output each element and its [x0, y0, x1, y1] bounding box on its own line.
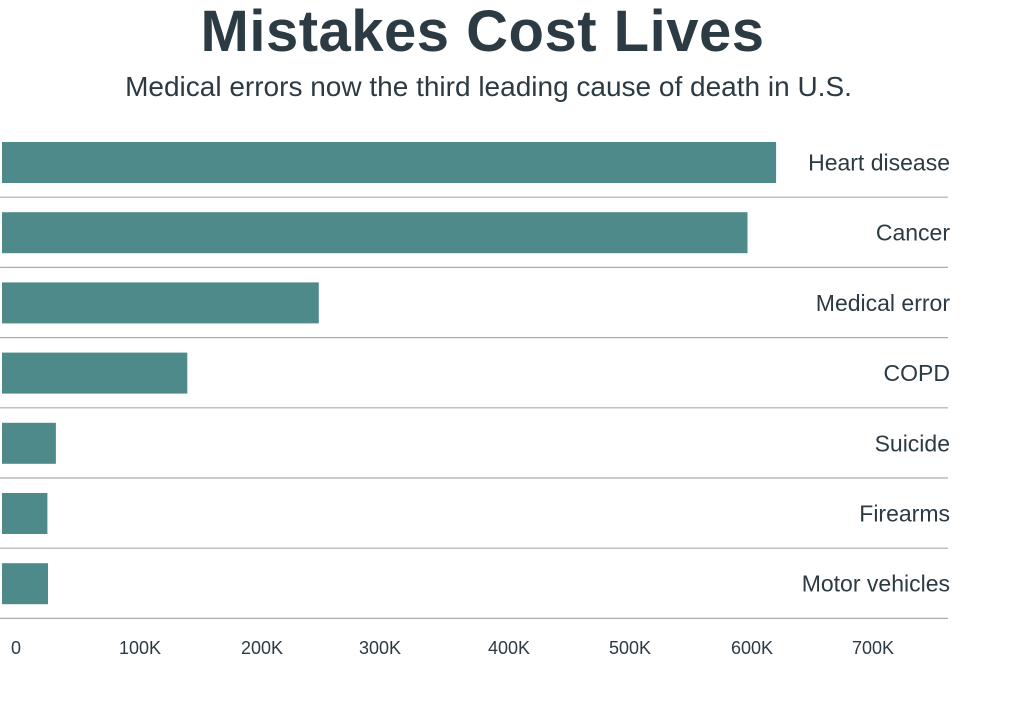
bar-motor-vehicles	[2, 563, 48, 605]
x-tick-label: 600K	[731, 638, 773, 658]
category-label: Heart disease	[808, 150, 950, 176]
bar-heart-disease	[2, 142, 777, 183]
x-tick-label: 200K	[241, 638, 283, 658]
bar-medical-error	[2, 282, 319, 324]
category-label: Suicide	[875, 430, 950, 456]
x-tick-label: 400K	[488, 638, 530, 658]
category-label: COPD	[884, 360, 950, 386]
chart-subtitle: Medical errors now the third leading cau…	[125, 71, 852, 102]
category-label: Firearms	[859, 501, 950, 527]
bar-suicide	[2, 422, 56, 464]
x-tick-label: 300K	[359, 638, 401, 658]
x-tick-label: 0	[11, 638, 21, 658]
category-label: Motor vehicles	[802, 571, 950, 597]
bar-copd	[2, 352, 188, 394]
x-tick-label: 700K	[852, 638, 894, 658]
bar-firearms	[2, 493, 48, 534]
bar-cancer	[2, 212, 748, 254]
x-tick-label: 500K	[609, 638, 651, 658]
category-label: Medical error	[816, 290, 951, 316]
category-label: Cancer	[876, 220, 950, 246]
x-tick-label: 100K	[119, 638, 161, 658]
chart-title: Mistakes Cost Lives	[200, 0, 765, 64]
